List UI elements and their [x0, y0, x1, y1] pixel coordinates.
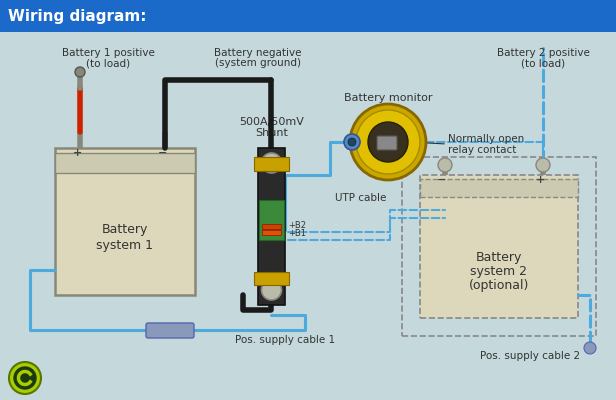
Text: (optional): (optional) — [469, 280, 529, 292]
Text: Normally open: Normally open — [448, 134, 524, 144]
Bar — [55, 153, 195, 173]
Circle shape — [262, 280, 282, 300]
FancyBboxPatch shape — [377, 136, 397, 150]
FancyBboxPatch shape — [254, 272, 289, 285]
Bar — [420, 179, 578, 197]
Text: +: + — [536, 175, 545, 185]
Text: system 2: system 2 — [471, 266, 527, 278]
Text: Battery: Battery — [102, 224, 148, 236]
Text: Shunt: Shunt — [255, 128, 288, 138]
Circle shape — [262, 153, 282, 173]
Circle shape — [438, 158, 452, 172]
Bar — [262, 230, 281, 235]
Circle shape — [584, 342, 596, 354]
Circle shape — [344, 134, 360, 150]
Text: (system ground): (system ground) — [215, 58, 301, 68]
Text: Battery negative: Battery negative — [214, 48, 302, 58]
Text: +B1: +B1 — [288, 230, 306, 238]
Bar — [259, 200, 284, 240]
FancyBboxPatch shape — [420, 175, 578, 318]
FancyBboxPatch shape — [55, 148, 195, 295]
Text: relay contact: relay contact — [448, 145, 516, 155]
Text: Battery: Battery — [476, 252, 522, 264]
Text: −: − — [158, 148, 168, 158]
Text: Pos. supply cable 2: Pos. supply cable 2 — [480, 351, 580, 361]
FancyBboxPatch shape — [146, 323, 194, 338]
Circle shape — [348, 138, 356, 146]
Circle shape — [536, 158, 550, 172]
Text: Wiring diagram:: Wiring diagram: — [8, 8, 147, 24]
Circle shape — [356, 110, 420, 174]
Text: +: + — [73, 148, 83, 158]
FancyBboxPatch shape — [254, 157, 289, 171]
Bar — [258, 148, 285, 305]
Text: Battery 1 positive: Battery 1 positive — [62, 48, 155, 58]
Text: Pos. supply cable 1: Pos. supply cable 1 — [235, 335, 335, 345]
Text: (to load): (to load) — [86, 58, 130, 68]
Text: Battery 2 positive: Battery 2 positive — [496, 48, 590, 58]
Circle shape — [14, 367, 36, 389]
Circle shape — [368, 122, 408, 162]
Circle shape — [75, 67, 85, 77]
Text: (to load): (to load) — [521, 58, 565, 68]
Text: system 1: system 1 — [97, 238, 153, 252]
Text: Battery monitor: Battery monitor — [344, 93, 432, 103]
Text: UTP cable: UTP cable — [335, 193, 386, 203]
Circle shape — [9, 362, 41, 394]
Text: −: − — [437, 175, 447, 185]
Text: 500A/50mV: 500A/50mV — [239, 117, 304, 127]
Circle shape — [350, 104, 426, 180]
Text: +B2: +B2 — [288, 220, 306, 230]
Bar — [262, 224, 281, 229]
Bar — [0, 0, 616, 32]
